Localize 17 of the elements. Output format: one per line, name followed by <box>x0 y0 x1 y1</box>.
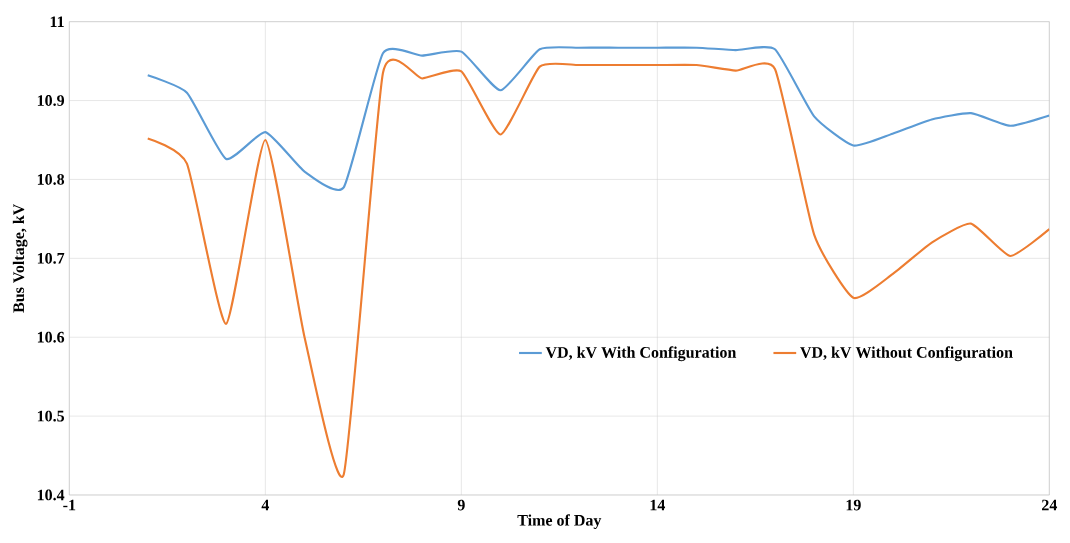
y-tick-label: 10.9 <box>37 95 65 106</box>
x-tick-label: 4 <box>261 499 270 511</box>
x-tick-label: 14 <box>650 499 666 511</box>
y-tick-label: 10.5 <box>37 410 65 422</box>
legend-label: VD, kV Without Configuration <box>800 346 1013 362</box>
x-tick-label: 19 <box>846 499 861 511</box>
x-tick-label: -1 <box>63 499 76 511</box>
x-tick-label: 9 <box>457 499 465 511</box>
y-tick-label: 10.8 <box>37 174 65 185</box>
y-tick-label: 10.7 <box>37 252 65 264</box>
y-tick-label: 11 <box>50 16 64 27</box>
legend-label: VD, kV With Configuration <box>545 346 737 362</box>
y-tick-label: 10.4 <box>37 489 65 501</box>
y-axis-title: Bus Voltage, kV <box>12 203 28 313</box>
x-tick-label: 24 <box>1042 499 1058 511</box>
x-axis-title: Time of Day <box>517 514 602 529</box>
y-tick-label: 10.6 <box>37 331 65 343</box>
